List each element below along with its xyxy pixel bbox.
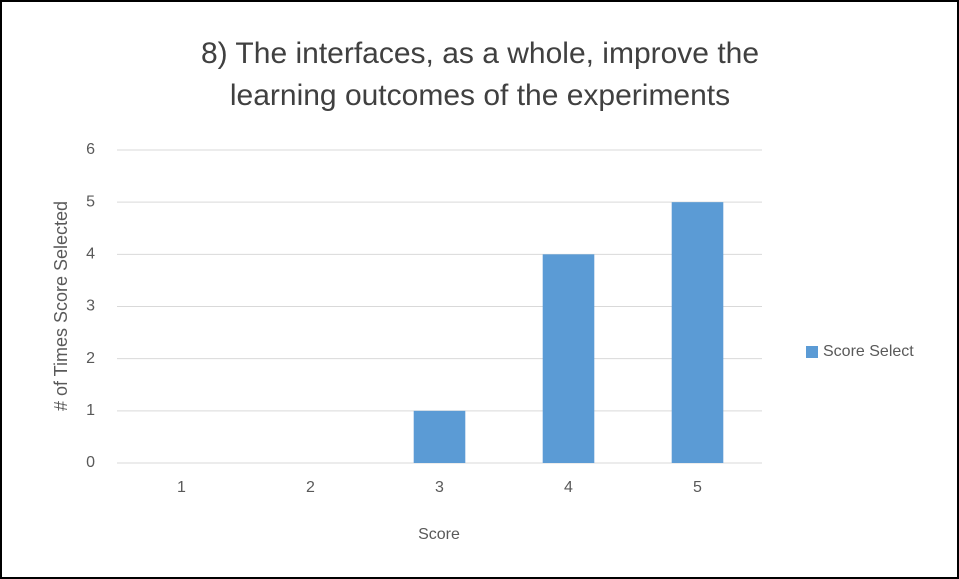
x-tick-label: 2 bbox=[306, 479, 315, 496]
x-axis-label: Score bbox=[418, 526, 460, 543]
bar bbox=[542, 254, 595, 463]
y-tick-label: 5 bbox=[86, 193, 95, 210]
chart-title: 8) The interfaces, as a whole, improve t… bbox=[200, 37, 760, 112]
x-tick-label: 1 bbox=[177, 479, 186, 496]
y-axis-label: # of Times Score Selected bbox=[51, 201, 71, 411]
legend-swatch bbox=[806, 346, 818, 358]
y-tick-label: 4 bbox=[86, 246, 95, 263]
x-tick-label: 5 bbox=[693, 479, 702, 496]
y-tick-label: 6 bbox=[86, 141, 95, 158]
x-tick-label: 3 bbox=[435, 479, 444, 496]
y-tick-label: 2 bbox=[86, 350, 95, 367]
x-tick-label: 4 bbox=[564, 479, 573, 496]
y-tick-label: 1 bbox=[86, 402, 95, 419]
y-tick-label: 3 bbox=[86, 298, 95, 315]
y-tick-label: 0 bbox=[86, 454, 95, 471]
bar bbox=[671, 202, 724, 463]
bar bbox=[413, 410, 466, 463]
legend-label: Score Select bbox=[823, 343, 914, 360]
